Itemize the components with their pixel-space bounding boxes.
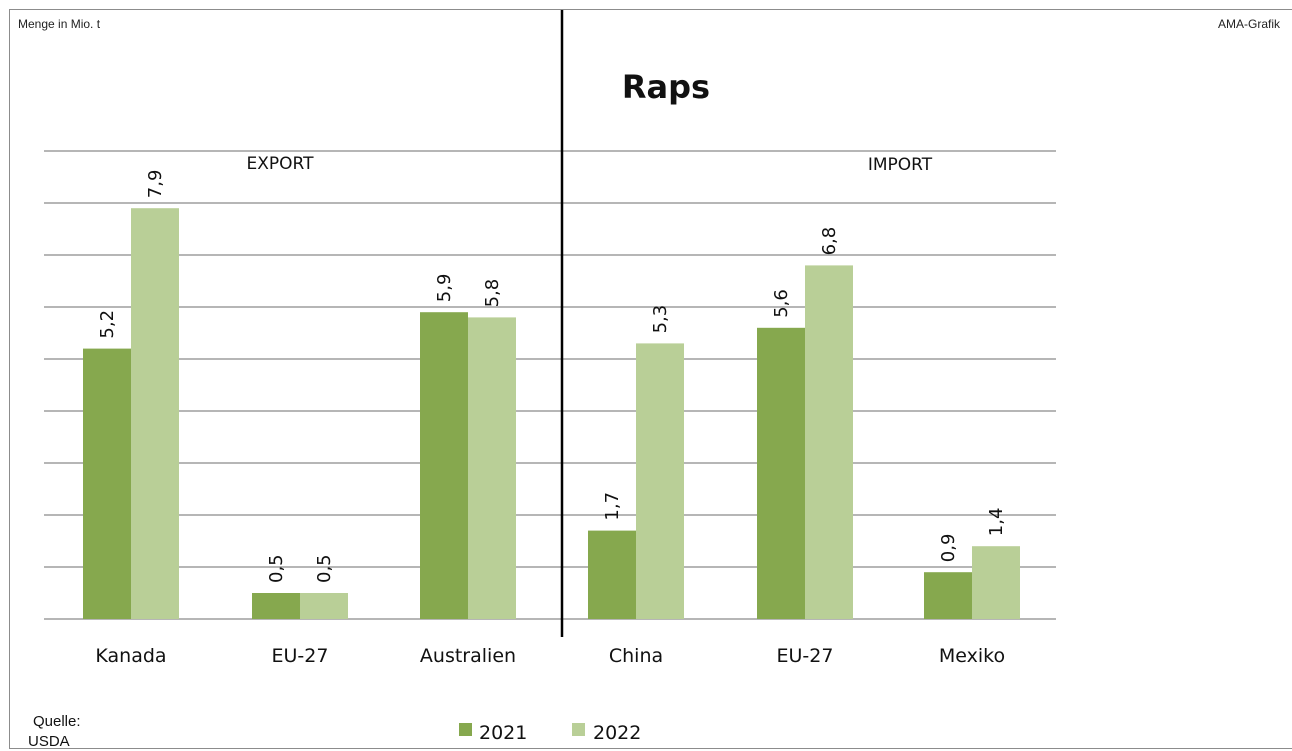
gridlines <box>44 150 1056 620</box>
category-label: EU-27 <box>272 645 329 667</box>
bar-2022-kanada <box>131 208 179 619</box>
bar-2021-china <box>588 530 636 619</box>
data-label-2022-mexiko: 1,4 <box>986 508 1007 537</box>
legend-swatch-2021 <box>459 723 472 736</box>
unit-label: Menge in Mio. t <box>18 17 101 31</box>
bar-2021-eu-27 <box>757 327 805 619</box>
category-label: China <box>609 645 663 667</box>
data-label-2022-eu-27: 6,8 <box>819 227 840 256</box>
category-label: Kanada <box>95 645 166 667</box>
legend-label-2022: 2022 <box>593 722 641 744</box>
bar-2021-eu-27 <box>252 593 300 619</box>
bar-2021-mexiko <box>924 572 972 619</box>
legend-label-2021: 2021 <box>479 722 527 744</box>
data-label-2022-eu-27: 0,5 <box>314 554 335 583</box>
data-label-2022-australien: 5,8 <box>482 279 503 308</box>
bar-2021-australien <box>420 312 468 619</box>
source-label: Quelle: <box>33 713 81 730</box>
section-label-import: IMPORT <box>868 155 933 175</box>
brand-label: AMA-Grafik <box>1218 17 1281 31</box>
data-label-2021-china: 1,7 <box>602 492 623 521</box>
data-label-2022-china: 5,3 <box>650 305 671 334</box>
chart-title: Raps <box>622 68 710 106</box>
bar-2022-eu-27 <box>300 593 348 619</box>
bar-2022-australien <box>468 317 516 619</box>
category-label: EU-27 <box>777 645 834 667</box>
category-label: Mexiko <box>939 645 1005 667</box>
bar-2022-eu-27 <box>805 265 853 619</box>
data-label-2021-eu-27: 5,6 <box>771 289 792 318</box>
data-label-2022-kanada: 7,9 <box>145 170 166 199</box>
section-label-export: EXPORT <box>247 154 315 174</box>
data-label-2021-australien: 5,9 <box>434 274 455 303</box>
bar-2022-mexiko <box>972 546 1020 619</box>
bar-2021-kanada <box>83 348 131 619</box>
legend-swatch-2022 <box>572 723 585 736</box>
data-label-2021-eu-27: 0,5 <box>266 554 287 583</box>
bar-2022-china <box>636 343 684 619</box>
source-value: USDA <box>28 733 70 750</box>
category-labels: Kanada EU-27 Australien China EU-27 Mexiko <box>95 645 1005 667</box>
legend: 2021 2022 <box>459 722 641 744</box>
bars: 5,2 7,9 0,5 0,5 5,9 5,8 1,7 5,3 5,6 6,8 0,9 1,4 <box>83 170 1020 619</box>
data-label-2021-mexiko: 0,9 <box>938 534 959 563</box>
category-label: Australien <box>420 645 516 667</box>
data-label-2021-kanada: 5,2 <box>97 310 118 339</box>
